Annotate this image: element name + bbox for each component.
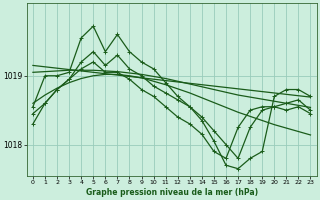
X-axis label: Graphe pression niveau de la mer (hPa): Graphe pression niveau de la mer (hPa) [86,188,258,197]
